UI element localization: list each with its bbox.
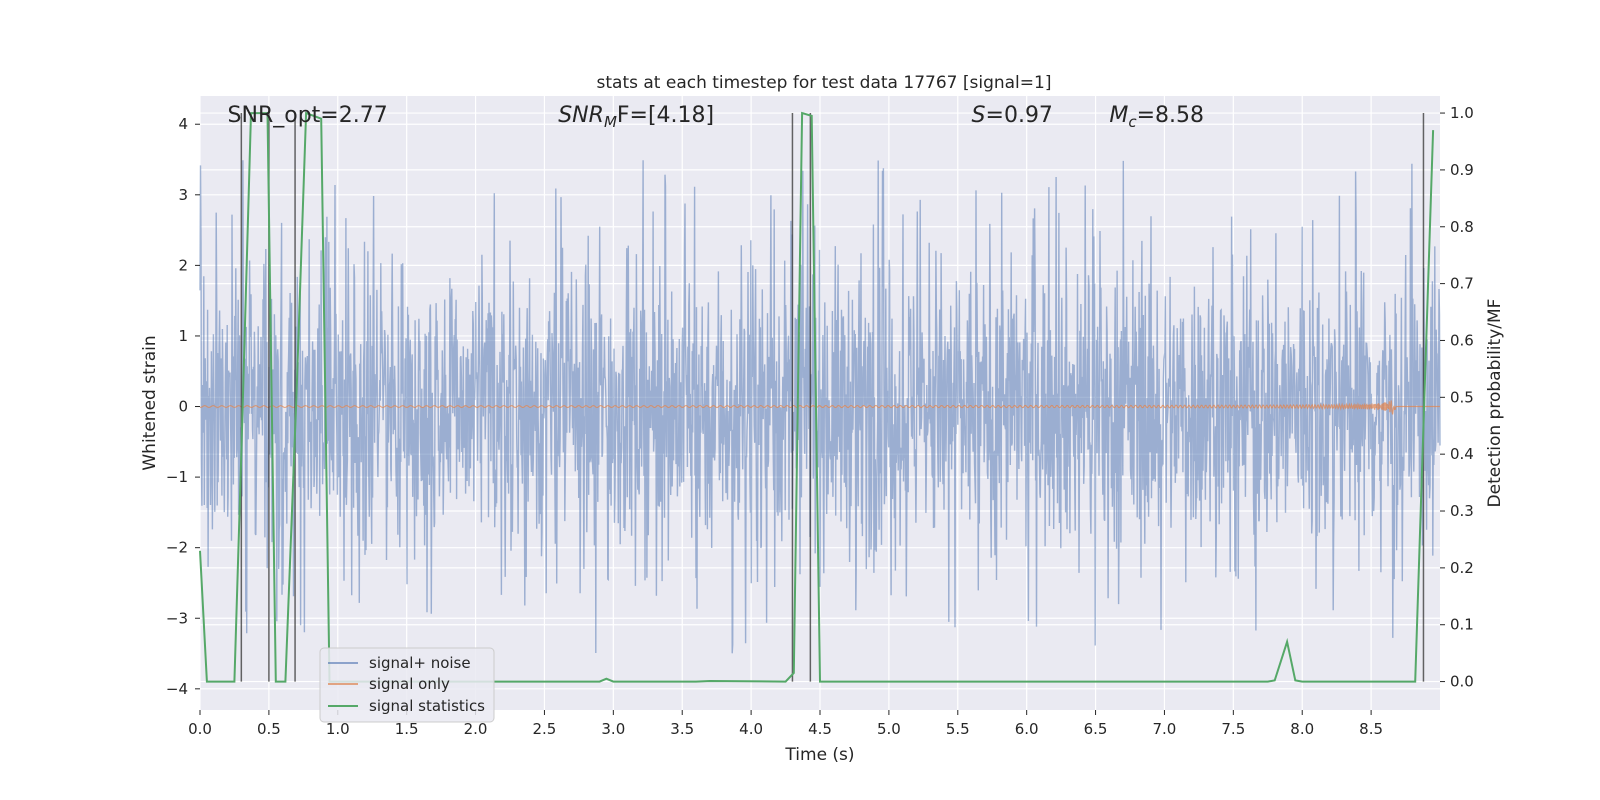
y2-tick-7: 0.3 [1450,502,1474,520]
y2-tick-9: 0.1 [1450,616,1474,634]
x-tick-3: 1.5 [395,720,419,738]
x-tick-11: 5.5 [946,720,970,738]
x-tick-5: 2.5 [533,720,557,738]
y2-tick-6: 0.4 [1450,445,1474,463]
x-tick-4: 2.0 [464,720,488,738]
x-tick-0: 0.0 [188,720,212,738]
y2-tick-1: 0.9 [1450,161,1474,179]
x-tick-17: 8.5 [1359,720,1383,738]
y-tick-6: −2 [166,539,188,557]
x-tick-15: 7.5 [1221,720,1245,738]
y2-tick-4: 0.6 [1450,331,1474,349]
y-tick-8: −4 [166,680,188,698]
x-tick-10: 5.0 [877,720,901,738]
x-tick-8: 4.0 [739,720,763,738]
legend: signal+ noise signal only signal statist… [319,647,495,723]
x-axis-ticks: 0.0 0.5 1.0 1.5 2.0 2.5 3.0 3.5 4.0 4.5 5.0 5.5 6.0 6… [188,710,1383,738]
vertical-markers [240,113,1425,682]
y-tick-4: 0 [178,398,188,416]
y2-tick-3: 0.7 [1450,275,1474,293]
x-axis-label: Time (s) [784,745,854,765]
x-tick-1: 0.5 [257,720,281,738]
y2-tick-10: 0.0 [1450,673,1474,691]
chart-title: stats at each timestep for test data 177… [597,73,1052,93]
y2-axis-label: Detection probability/MF [1485,299,1505,508]
x-tick-6: 3.0 [601,720,625,738]
annotation-0: SNR_opt=2.77 [228,103,388,128]
y-tick-2: 2 [178,256,188,274]
signal-statistics-series [199,111,1435,683]
y2-tick-5: 0.5 [1450,388,1474,406]
x-tick-12: 6.0 [1015,720,1039,738]
y-tick-1: 3 [178,186,188,204]
x-tick-7: 3.5 [670,720,694,738]
annotations: SNR_opt=2.77 SNRMF=[4.18] S=0.97 Mc=8.58 [228,103,1204,131]
y-tick-5: −1 [166,468,188,486]
annotation-2: S=0.97 [972,103,1053,128]
y-axis-ticks: 4 3 2 1 0 −1 −2 −3 −4 [166,115,200,698]
legend-box [319,647,495,723]
y2-tick-2: 0.8 [1450,218,1474,236]
x-tick-2: 1.0 [326,720,350,738]
x-tick-14: 7.0 [1153,720,1177,738]
annotation-1: SNRMF=[4.18] [558,103,714,131]
noise-line [199,160,1441,654]
signal-noise-series [199,160,1441,654]
legend-label-noise: signal+ noise [369,654,471,672]
x-tick-16: 8.0 [1290,720,1314,738]
legend-label-signal: signal only [369,675,450,693]
y-axis-label: Whitened strain [140,335,160,470]
annotation-3: Mc=8.58 [1109,103,1204,131]
y2-tick-8: 0.2 [1450,559,1474,577]
y-tick-7: −3 [166,609,188,627]
y-tick-3: 1 [178,327,188,345]
y2-axis-ticks: 1.0 0.9 0.8 0.7 0.6 0.5 0.4 0.3 0.2 0.1 0.0 [1440,104,1474,691]
statistics-line [199,111,1435,683]
x-tick-13: 6.5 [1084,720,1108,738]
y-tick-0: 4 [178,115,188,133]
y2-tick-0: 1.0 [1450,104,1474,122]
x-tick-9: 4.5 [808,720,832,738]
legend-label-stats: signal statistics [369,697,485,715]
